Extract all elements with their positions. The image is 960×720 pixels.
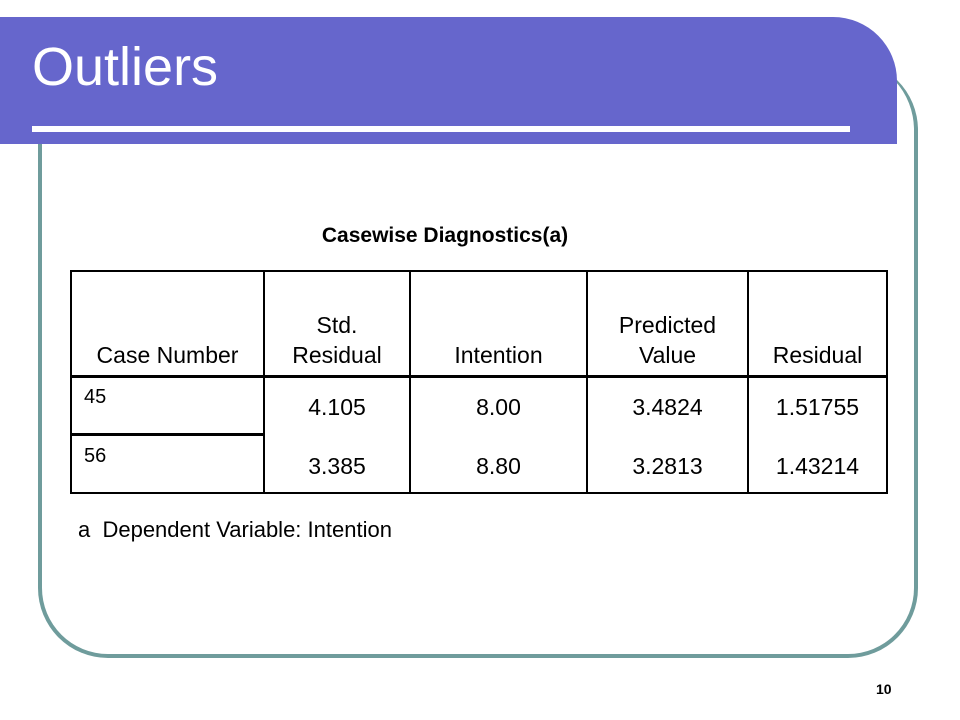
column-divider xyxy=(586,272,588,492)
row1-case-number: 45 xyxy=(84,386,107,408)
row2-predicted-value: 3.2813 xyxy=(632,453,703,479)
table-footnote: a Dependent Variable: Intention xyxy=(78,517,392,542)
row1-predicted-value: 3.4824 xyxy=(632,394,703,420)
title-underline xyxy=(32,126,850,132)
casewise-diagnostics-table: Case Number Std. Residual Intention Pred… xyxy=(70,270,888,494)
header-residual: Residual xyxy=(772,342,863,368)
row2-std-residual: 3.385 xyxy=(308,453,366,479)
row2-intention: 8.80 xyxy=(476,453,521,479)
table-caption: Casewise Diagnostics(a) xyxy=(321,224,569,247)
row-divider xyxy=(72,433,263,436)
header-std-residual-line1: Std. xyxy=(316,312,358,338)
header-predicted-line2: Value xyxy=(638,342,697,368)
column-divider xyxy=(409,272,411,492)
row2-residual: 1.43214 xyxy=(775,453,860,479)
slide-frame xyxy=(38,60,918,658)
header-predicted-line1: Predicted xyxy=(618,312,717,338)
page-number: 10 xyxy=(876,681,892,697)
header-intention: Intention xyxy=(454,342,543,368)
row2-case-number: 56 xyxy=(84,445,107,467)
slide-title: Outliers xyxy=(32,37,219,97)
column-divider xyxy=(263,272,265,492)
row1-std-residual: 4.105 xyxy=(308,394,366,420)
header-divider xyxy=(72,375,886,378)
header-case-number: Case Number xyxy=(96,342,239,368)
title-bar xyxy=(0,17,897,144)
column-divider xyxy=(747,272,749,492)
row1-residual: 1.51755 xyxy=(775,394,860,420)
row1-intention: 8.00 xyxy=(476,394,521,420)
header-std-residual-line2: Residual xyxy=(292,342,382,368)
